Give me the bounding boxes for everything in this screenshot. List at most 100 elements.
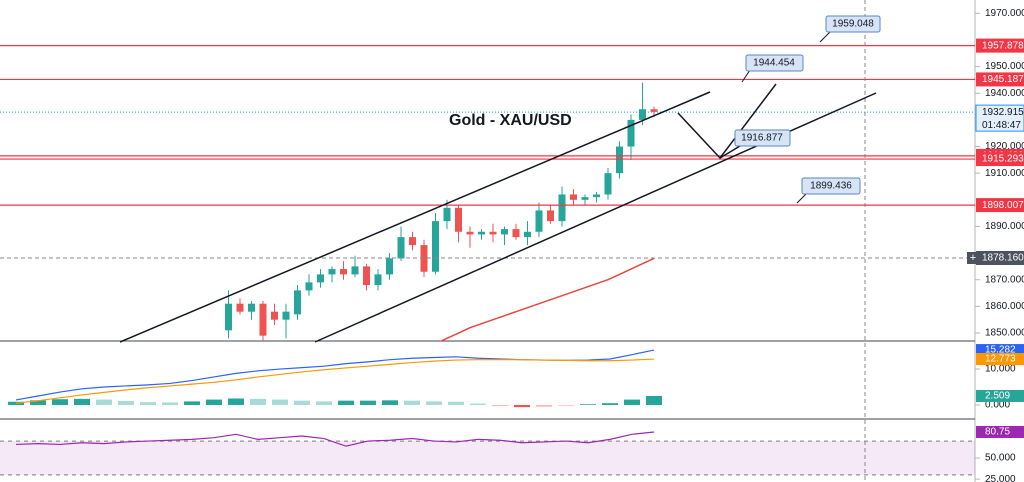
candle-body (535, 210, 543, 232)
rsi-label: 80.75 (985, 427, 1010, 438)
candle-body (639, 109, 646, 120)
macd-histogram-bar (250, 398, 266, 405)
macd-histogram-bar (140, 402, 156, 405)
candle-body (351, 266, 359, 275)
candle-body (570, 194, 577, 200)
price-axis: 1970.000 1950.000 1940.000 1920.000 1910.000… (967, 8, 1024, 482)
annotation-pointer (719, 145, 741, 159)
candle-body (489, 231, 497, 235)
macd-histogram-bar (316, 401, 332, 405)
main-pane (0, 45, 975, 341)
candle-body (328, 269, 336, 275)
annotation: 1944.454 (745, 54, 804, 72)
level-label: 1898.007 (982, 200, 1024, 211)
annotation-label: 1899.436 (810, 181, 852, 192)
macd-histogram-bar (96, 399, 112, 405)
macd-histogram-bar (470, 403, 486, 405)
candle-body (363, 266, 370, 286)
candle-body (512, 229, 520, 238)
candle-body (225, 303, 232, 331)
candle-body (317, 274, 324, 283)
macd-signal-box (976, 353, 1024, 366)
annotation: 1959.048 (825, 15, 881, 33)
annotation-pointer (819, 31, 831, 43)
candle-body (501, 229, 508, 235)
macd-histogram-bar (8, 401, 24, 405)
macd-histogram-bar (514, 404, 530, 408)
level-label-box (976, 72, 1024, 87)
y-tick-label: 1920.000 (985, 141, 1024, 152)
macd-histogram-bar (184, 401, 200, 405)
macd-histogram-bar (580, 404, 596, 405)
y-tick-label: 10.000 (985, 364, 1016, 375)
macd-histogram-bar (30, 400, 46, 405)
candle-body (248, 303, 255, 312)
macd-histogram-bar (448, 401, 464, 405)
crosshair-plus: + (970, 252, 976, 264)
y-tick-label: 1940.000 (985, 88, 1024, 99)
annotation-pointer (741, 69, 751, 83)
rsi-band (0, 441, 975, 475)
y-tick-label: 25.000 (985, 474, 1016, 482)
candle-body (271, 311, 278, 320)
y-tick-label: 1860.000 (985, 301, 1024, 312)
macd-histogram-bar (426, 401, 442, 405)
candle-body (547, 210, 554, 222)
candle-body (420, 245, 428, 272)
y-tick-label: 1910.000 (985, 168, 1024, 179)
macd-histogram-label: 2.509 (985, 391, 1010, 402)
macd-histogram-bar (492, 404, 508, 407)
candle-body (374, 274, 382, 286)
macd-histogram-box (976, 389, 1024, 402)
candle-body (558, 194, 566, 222)
candle-body (386, 258, 393, 275)
indicator-panes (0, 349, 975, 476)
annotation-label: 1944.454 (753, 58, 795, 69)
y-tick-label: 1850.000 (985, 328, 1024, 339)
macd-histogram-bar (228, 398, 244, 405)
macd-histogram-bar (624, 399, 640, 405)
candle-body (294, 290, 301, 315)
macd-histogram-bar (52, 399, 68, 405)
rsi-box (976, 425, 1024, 438)
level-label-box (976, 38, 1024, 53)
candle-body (282, 311, 290, 320)
annotation: 1899.436 (801, 177, 861, 195)
macd-histogram-bar (602, 403, 618, 405)
level-label: 1957.878 (982, 40, 1024, 51)
y-tick-label: 1870.000 (985, 274, 1024, 285)
candle-body (581, 197, 589, 200)
macd-histogram-bar (536, 404, 552, 407)
candle-body (397, 237, 405, 259)
candle-body (627, 119, 635, 147)
annotation: 1916.877 (734, 129, 791, 147)
candle-body (259, 303, 267, 336)
macd-histogram-bar (646, 395, 662, 405)
y-tick-label: 0.000 (985, 400, 1010, 411)
macd-histogram-bar (404, 400, 420, 405)
candle-body (305, 282, 313, 291)
last-price-box (975, 104, 1024, 132)
macd-histogram-bar (294, 400, 310, 405)
crosshair-button (967, 251, 979, 264)
candle-body (443, 207, 451, 222)
candle-body (524, 231, 531, 238)
macd-histogram-bar (74, 398, 90, 405)
y-tick-label: 50.000 (985, 453, 1016, 464)
channel-upper (119, 91, 711, 343)
candle-body (236, 303, 244, 312)
macd-histogram-bar (206, 399, 222, 405)
candle-body (650, 109, 658, 112)
macd-histogram-bar (382, 400, 398, 405)
macd-histogram-bar (558, 404, 574, 406)
level-label: 1915.293 (982, 154, 1024, 165)
level-label: 1945.187 (982, 74, 1024, 85)
crosshair-box (976, 250, 1024, 265)
macd-signal-label: 12.773 (985, 354, 1016, 365)
annotation-label: 1916.877 (741, 133, 783, 144)
crosshair-label: 1878.160 (982, 253, 1024, 264)
level-label-box (976, 198, 1024, 213)
annotation-pointer (796, 193, 807, 204)
chart-title: Gold - XAU/USD (449, 112, 572, 129)
